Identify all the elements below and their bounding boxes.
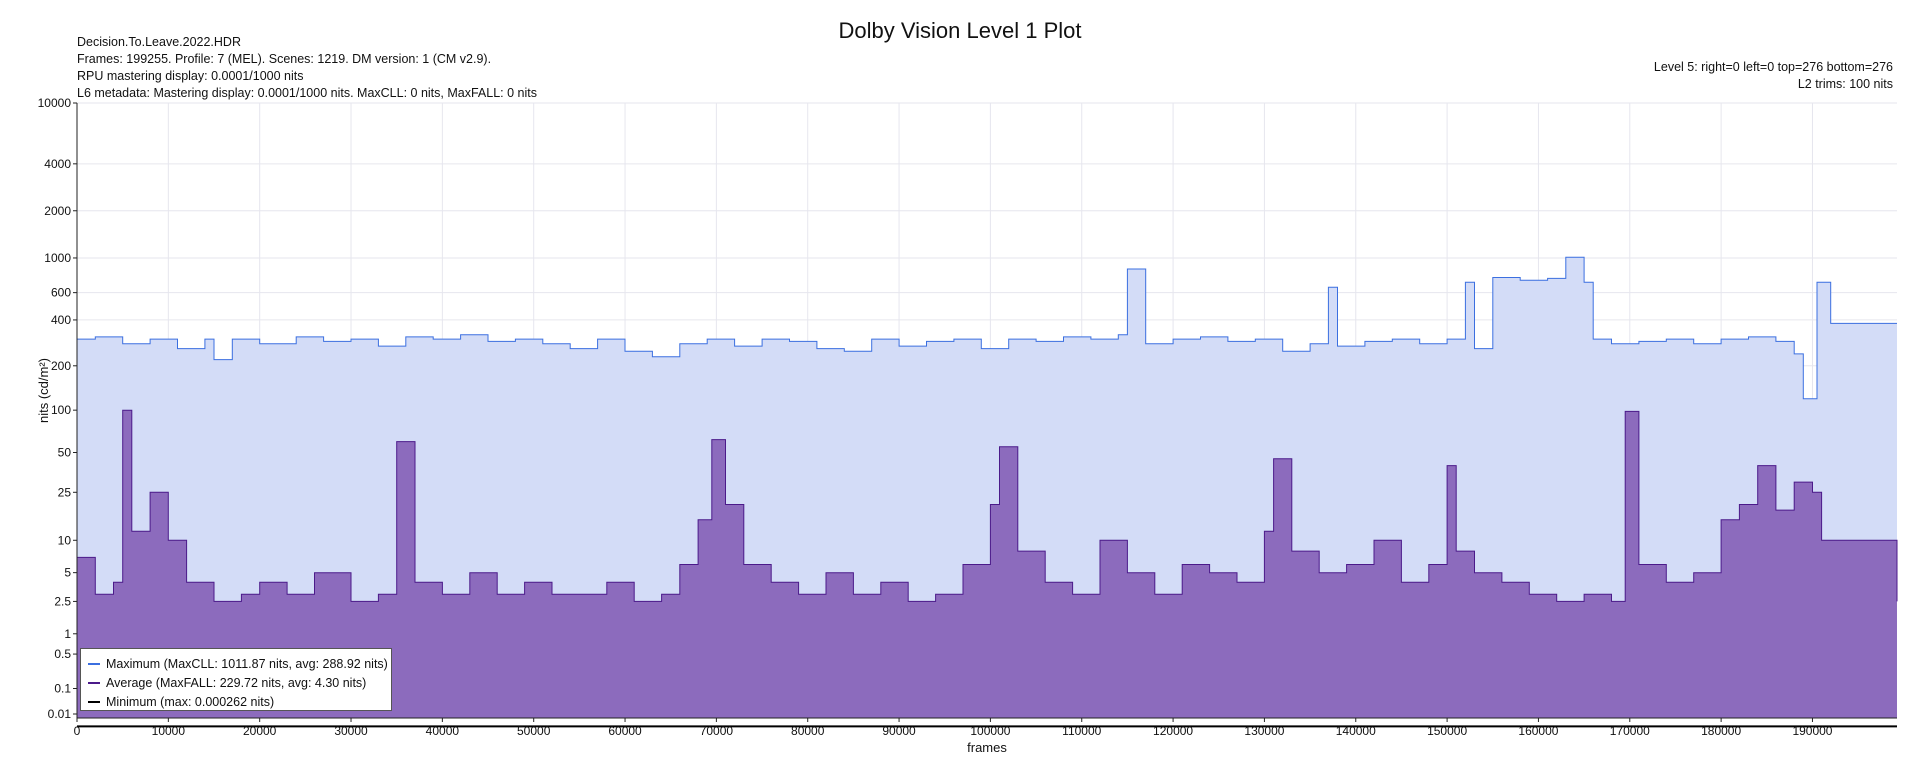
x-tick-label: 60000 <box>608 724 642 738</box>
x-tick-label: 80000 <box>791 724 825 738</box>
legend-swatch-maximum <box>88 662 100 665</box>
y-tick-label: 1 <box>64 627 71 641</box>
x-tick-label: 190000 <box>1792 724 1832 738</box>
legend: Maximum (MaxCLL: 1011.87 nits, avg: 288.… <box>80 648 392 711</box>
x-tick-label: 30000 <box>334 724 368 738</box>
x-axis-label: frames <box>967 740 1007 755</box>
chart-title: Dolby Vision Level 1 Plot <box>838 18 1082 43</box>
axes-layer: 0 10000 20000 30000 40000 50000 60000 70000 8000… <box>38 96 1897 738</box>
y-tick-label: 600 <box>51 286 71 300</box>
legend-item-minimum: Minimum (max: 0.000262 nits) <box>88 692 391 711</box>
x-tick-label: 0 <box>74 724 81 738</box>
y-tick-label: 25 <box>58 485 72 499</box>
x-tick-label: 100000 <box>970 724 1010 738</box>
x-tick-label: 140000 <box>1336 724 1376 738</box>
y-tick-label: 0.5 <box>54 647 71 661</box>
y-tick-label: 200 <box>51 359 71 373</box>
y-tick-label: 10000 <box>38 96 72 110</box>
x-tick-label: 90000 <box>882 724 916 738</box>
info-level5: Level 5: right=0 left=0 top=276 bottom=2… <box>1653 60 1893 74</box>
y-tick-label: 0.1 <box>54 681 71 695</box>
info-l2-trims: L2 trims: 100 nits <box>1797 77 1893 91</box>
y-tick-label: 10 <box>58 533 72 547</box>
y-axis-label: nits (cd/m²) <box>36 358 51 423</box>
y-tick-label: 400 <box>51 313 71 327</box>
legend-label-minimum: Minimum (max: 0.000262 nits) <box>106 694 275 709</box>
series-line-maximum <box>77 256 1897 400</box>
x-tick-label: 170000 <box>1610 724 1650 738</box>
y-tick-label: 50 <box>58 445 72 459</box>
info-l6-metadata: L6 metadata: Mastering display: 0.0001/1… <box>77 86 537 100</box>
series-layer <box>77 256 1898 728</box>
x-tick-label: 10000 <box>152 724 186 738</box>
y-tick-label: 5 <box>64 566 71 580</box>
x-tick-label: 130000 <box>1244 724 1284 738</box>
y-tick-label: 100 <box>51 403 71 417</box>
info-rpu-mastering: RPU mastering display: 0.0001/1000 nits <box>77 69 304 83</box>
legend-label-average: Average (MaxFALL: 229.72 nits, avg: 4.30… <box>106 675 367 690</box>
y-tick-label: 2000 <box>44 204 71 218</box>
y-tick-label: 1000 <box>44 251 71 265</box>
x-tick-label: 160000 <box>1518 724 1558 738</box>
x-tick-label: 70000 <box>700 724 734 738</box>
y-tick-label: 2.5 <box>54 594 71 608</box>
x-tick-label: 120000 <box>1153 724 1193 738</box>
x-tick-label: 50000 <box>517 724 551 738</box>
series-line-average <box>77 409 1898 602</box>
legend-item-average: Average (MaxFALL: 229.72 nits, avg: 4.30… <box>88 673 391 692</box>
legend-label-maximum: Maximum (MaxCLL: 1011.87 nits, avg: 288.… <box>106 656 388 671</box>
legend-item-maximum: Maximum (MaxCLL: 1011.87 nits, avg: 288.… <box>88 654 391 673</box>
x-tick-label: 110000 <box>1062 724 1101 738</box>
x-tick-label: 180000 <box>1701 724 1741 738</box>
legend-swatch-minimum <box>88 700 100 703</box>
info-frames: Frames: 199255. Profile: 7 (MEL). Scenes… <box>77 52 492 66</box>
x-tick-label: 20000 <box>243 724 277 738</box>
y-tick-label: 4000 <box>44 157 71 171</box>
info-left-block: Decision.To.Leave.2022.HDR Frames: 19925… <box>77 34 537 102</box>
x-tick-label: 40000 <box>426 724 460 738</box>
info-right-block: Level 5: right=0 left=0 top=276 bottom=2… <box>1654 59 1893 93</box>
y-tick-label: 0.01 <box>48 707 72 721</box>
info-file-name: Decision.To.Leave.2022.HDR <box>77 35 241 49</box>
series-area-average <box>77 410 1897 718</box>
legend-swatch-average <box>88 681 100 684</box>
x-tick-label: 150000 <box>1427 724 1467 738</box>
